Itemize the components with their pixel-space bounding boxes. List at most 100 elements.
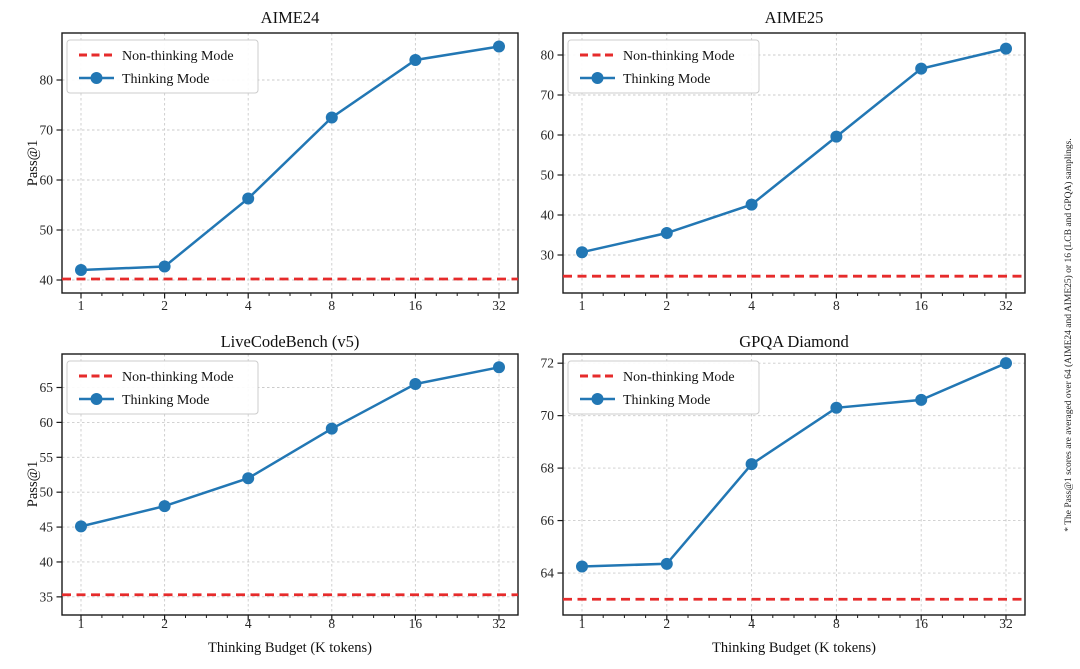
legend-thinking-label: Thinking Mode bbox=[122, 72, 210, 87]
tick-labels: 1 2 4 8 16 32 40 50 60 70 80 bbox=[40, 73, 506, 314]
tick-labels: 1 2 4 8 16 32 64 66 68 70 72 bbox=[541, 356, 1013, 631]
y-tick-label: 60 bbox=[40, 415, 54, 430]
thinking-line bbox=[75, 361, 505, 533]
y-tick-label: 55 bbox=[40, 450, 54, 465]
axes-frame bbox=[562, 32, 1026, 294]
data-point-marker bbox=[745, 458, 758, 471]
chart-title: GPQA Diamond bbox=[739, 332, 849, 351]
data-point-marker bbox=[242, 192, 255, 205]
chart-title: AIME24 bbox=[261, 8, 320, 27]
data-point-marker bbox=[75, 264, 87, 276]
y-tick-label: 40 bbox=[40, 554, 54, 569]
legend-non-thinking-label: Non-thinking Mode bbox=[623, 370, 735, 385]
x-tick-label: 32 bbox=[492, 298, 506, 313]
y-tick-label: 68 bbox=[541, 461, 555, 476]
legend-thinking-marker bbox=[591, 393, 604, 405]
chart-title: LiveCodeBench (v5) bbox=[221, 332, 360, 351]
chart-aime25: AIME25 1 2 4 8 16 32 30 40 50 60 70 80 Non-thinking … bbox=[541, 8, 1026, 314]
x-tick-label: 1 bbox=[579, 298, 586, 313]
legend-thinking-marker bbox=[90, 393, 103, 405]
data-point-marker bbox=[325, 111, 338, 124]
legend-thinking-label: Thinking Mode bbox=[623, 393, 711, 408]
tick-labels: 1 2 4 8 16 32 35 40 45 50 55 60 65 bbox=[40, 380, 506, 631]
y-tick-label: 70 bbox=[40, 123, 54, 138]
x-tick-label: 8 bbox=[833, 298, 840, 313]
y-tick-label: 64 bbox=[541, 566, 555, 581]
y-axis-label: Pass@1 bbox=[25, 140, 41, 186]
x-tick-label: 4 bbox=[748, 616, 755, 631]
x-tick-label: 4 bbox=[245, 616, 252, 631]
y-tick-label: 30 bbox=[541, 248, 555, 263]
data-point-marker bbox=[576, 560, 588, 573]
thinking-line bbox=[75, 40, 505, 276]
data-point-marker bbox=[915, 393, 928, 406]
data-point-marker bbox=[830, 401, 843, 414]
axis-ticks bbox=[557, 362, 1007, 621]
x-tick-label: 32 bbox=[492, 616, 506, 631]
y-tick-label: 66 bbox=[541, 513, 555, 528]
legend-non-thinking-label: Non-thinking Mode bbox=[122, 370, 234, 385]
x-tick-label: 8 bbox=[328, 298, 335, 313]
gridlines bbox=[563, 33, 1025, 293]
x-tick-label: 4 bbox=[245, 298, 252, 313]
chart-livecodebench: LiveCodeBench (v5) Pass@1 Thinking Budge… bbox=[25, 332, 519, 656]
plot-area: 1 2 4 8 16 32 64 66 68 70 72 Non-thinking Mode Think… bbox=[541, 353, 1026, 631]
legend-thinking-marker bbox=[90, 72, 103, 84]
x-tick-label: 1 bbox=[78, 298, 85, 313]
data-point-marker bbox=[158, 260, 171, 273]
x-axis-label: Thinking Budget (K tokens) bbox=[208, 640, 372, 656]
chart-gpqa-diamond: GPQA Diamond Thinking Budget (K tokens) … bbox=[541, 332, 1026, 656]
thinking-line bbox=[576, 357, 1012, 573]
y-tick-label: 50 bbox=[541, 168, 555, 183]
x-tick-label: 32 bbox=[999, 298, 1013, 313]
y-tick-label: 50 bbox=[40, 223, 54, 238]
y-tick-label: 60 bbox=[541, 128, 555, 143]
data-point-marker bbox=[660, 227, 673, 239]
data-point-marker bbox=[409, 54, 422, 66]
y-tick-label: 50 bbox=[40, 485, 54, 500]
data-point-marker bbox=[830, 130, 843, 143]
data-point-marker bbox=[75, 520, 87, 533]
legend: Non-thinking Mode Thinking Mode bbox=[66, 360, 259, 415]
data-point-marker bbox=[745, 198, 758, 211]
x-tick-label: 2 bbox=[161, 616, 168, 631]
legend-thinking-label: Thinking Mode bbox=[623, 72, 711, 87]
x-tick-label: 16 bbox=[409, 616, 423, 631]
tick-labels: 1 2 4 8 16 32 30 40 50 60 70 80 bbox=[541, 48, 1013, 314]
plot-area: 1 2 4 8 16 32 35 40 45 50 55 60 65 Non-thinking Mode T… bbox=[40, 353, 519, 631]
x-tick-label: 4 bbox=[748, 298, 755, 313]
axes-frame bbox=[562, 353, 1026, 616]
data-point-marker bbox=[242, 472, 255, 485]
legend-non-thinking-label: Non-thinking Mode bbox=[623, 49, 735, 64]
data-point-marker bbox=[915, 62, 928, 75]
x-tick-label: 32 bbox=[999, 616, 1013, 631]
data-point-marker bbox=[576, 246, 588, 259]
axis-ticks bbox=[56, 79, 500, 299]
x-tick-label: 16 bbox=[914, 616, 928, 631]
figure-footnote: * The Pass@1 scores are averaged over 64… bbox=[1064, 137, 1074, 532]
legend-non-thinking-label: Non-thinking Mode bbox=[122, 49, 234, 64]
x-axis-label: Thinking Budget (K tokens) bbox=[712, 640, 876, 656]
x-tick-label: 1 bbox=[78, 616, 85, 631]
y-tick-label: 40 bbox=[541, 208, 555, 223]
axes-frame bbox=[61, 353, 519, 616]
legend: Non-thinking Mode Thinking Mode bbox=[567, 39, 760, 94]
y-tick-label: 80 bbox=[541, 48, 555, 63]
chart-title: AIME25 bbox=[765, 8, 824, 27]
plot-area: 1 2 4 8 16 32 30 40 50 60 70 80 Non-thinking Mode Thi… bbox=[541, 32, 1026, 314]
data-point-marker bbox=[409, 378, 422, 391]
data-point-marker bbox=[325, 422, 338, 435]
legend: Non-thinking Mode Thinking Mode bbox=[567, 360, 760, 415]
data-point-marker bbox=[493, 361, 505, 374]
plot-area: 1 2 4 8 16 32 40 50 60 70 80 Non-thinking Mode Think… bbox=[40, 32, 519, 314]
y-tick-label: 35 bbox=[40, 589, 54, 604]
data-point-marker bbox=[660, 557, 673, 570]
y-tick-label: 60 bbox=[40, 173, 54, 188]
data-point-marker bbox=[1000, 42, 1012, 55]
y-tick-label: 70 bbox=[541, 88, 555, 103]
data-point-marker bbox=[1000, 357, 1012, 370]
x-tick-label: 16 bbox=[409, 298, 423, 313]
x-tick-label: 8 bbox=[833, 616, 840, 631]
y-tick-label: 45 bbox=[40, 520, 54, 535]
gridlines bbox=[563, 354, 1025, 615]
